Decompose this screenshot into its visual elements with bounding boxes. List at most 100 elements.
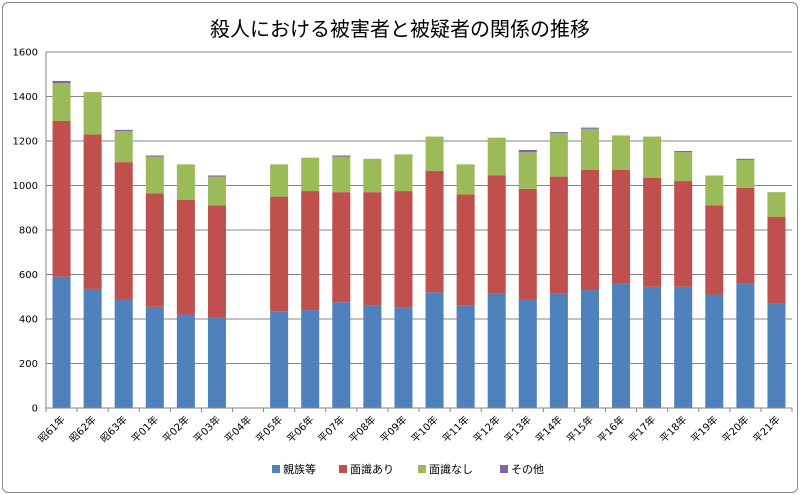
bar-segment <box>549 293 568 408</box>
legend-label: 面識なし <box>429 463 473 476</box>
x-tick-label: 平20年 <box>719 413 751 445</box>
bar-segment <box>332 156 351 193</box>
x-tick-label: 平06年 <box>284 413 316 445</box>
bar-segment <box>487 175 506 294</box>
bar-segment <box>363 305 382 408</box>
bar-segment <box>145 193 164 307</box>
y-tick-label: 1600 <box>13 48 38 59</box>
bar-segment <box>518 152 537 189</box>
bar-segment <box>363 158 382 193</box>
bar-segment <box>114 130 133 163</box>
bar-segment <box>52 83 71 121</box>
bar-segment <box>456 164 475 195</box>
bar-segment <box>643 177 662 287</box>
x-tick-label: 平18年 <box>657 413 689 445</box>
bar-segment <box>580 128 599 170</box>
bar-segment <box>176 314 195 408</box>
bar-segment <box>767 216 786 304</box>
y-tick-label: 400 <box>19 315 38 326</box>
bar-segment <box>52 276 71 408</box>
legend-swatch <box>339 465 347 473</box>
bar-segment <box>301 157 320 192</box>
legend-swatch <box>500 465 508 473</box>
x-tick-label: 平09年 <box>377 413 409 445</box>
x-tick-label: 平19年 <box>688 413 720 445</box>
bar-segment <box>301 310 320 408</box>
bar-segment <box>674 181 693 287</box>
x-tick-label: 平03年 <box>191 413 223 445</box>
bar-segment <box>83 134 102 289</box>
bar-segment <box>487 137 506 176</box>
x-tick-label: 昭63年 <box>97 413 129 445</box>
bar-segment <box>114 162 133 299</box>
bar-segment <box>518 298 537 408</box>
bar-segment <box>83 92 102 135</box>
x-tick-label: 昭62年 <box>66 413 98 445</box>
bar-segment <box>767 303 786 408</box>
bar-segment <box>207 175 226 177</box>
bar-segment <box>580 169 599 291</box>
bar-segment <box>332 302 351 408</box>
bar-segment <box>736 187 755 284</box>
y-tick-label: 0 <box>32 404 38 415</box>
bar-segment <box>612 169 631 284</box>
bar-segment <box>549 133 568 177</box>
y-tick-label: 1400 <box>13 92 38 103</box>
bar-segment <box>52 120 71 277</box>
bar-segment <box>52 80 71 84</box>
bar-segment <box>456 194 475 306</box>
bar-segment <box>612 283 631 408</box>
bar-segment <box>363 192 382 306</box>
x-tick-label: 昭61年 <box>35 413 67 445</box>
bar-segment <box>83 288 102 408</box>
legend-label: 親族等 <box>283 462 316 476</box>
bar-segment <box>114 129 133 131</box>
x-tick-label: 平12年 <box>470 413 502 445</box>
x-tick-label: 平07年 <box>315 413 347 445</box>
bar-segment <box>549 176 568 294</box>
bar-segment <box>705 205 724 295</box>
chart-title: 殺人における被害者と被疑者の関係の推移 <box>210 17 590 41</box>
bar-segment <box>643 286 662 408</box>
x-tick-label: 平08年 <box>346 413 378 445</box>
bar-segment <box>518 149 537 153</box>
bar-segment <box>301 191 320 311</box>
legend-swatch <box>272 465 280 473</box>
bar-segment <box>425 171 444 293</box>
bar-segment <box>612 135 631 170</box>
bar-segment <box>767 192 786 217</box>
bar-segment <box>207 205 226 318</box>
bar-segment <box>580 127 599 129</box>
legend: 親族等 面識あり 面識なし その他 <box>272 462 544 476</box>
bar-segment <box>736 159 755 188</box>
x-tick-label: 平14年 <box>533 413 565 445</box>
bar-segment <box>736 158 755 160</box>
bar-segment <box>332 192 351 303</box>
bar-segment <box>674 151 693 153</box>
y-tick-label: 600 <box>19 270 38 281</box>
legend-label: その他 <box>511 463 544 476</box>
bar-segment <box>270 164 289 197</box>
bar-segment <box>270 196 289 312</box>
legend-swatch <box>418 465 426 473</box>
axes <box>45 52 793 412</box>
bar-segment <box>394 154 413 192</box>
y-tick-label: 200 <box>19 359 38 370</box>
bar-segment <box>207 176 226 206</box>
x-tick-label: 平17年 <box>626 413 658 445</box>
bar-segment <box>518 188 537 299</box>
bar-segment <box>176 199 195 315</box>
bar-segment <box>549 132 568 134</box>
x-tick-label: 平21年 <box>750 413 782 445</box>
y-tick-label: 1000 <box>13 181 38 192</box>
y-tick-label: 1200 <box>13 137 38 148</box>
bar-segment <box>145 155 164 157</box>
bar-segment <box>674 286 693 408</box>
legend-label: 面識あり <box>350 463 394 476</box>
bar-segment <box>705 294 724 408</box>
bar-segment <box>145 156 164 194</box>
bar-segment <box>705 175 724 206</box>
bar-segment <box>736 283 755 408</box>
bar-segment <box>114 298 133 408</box>
